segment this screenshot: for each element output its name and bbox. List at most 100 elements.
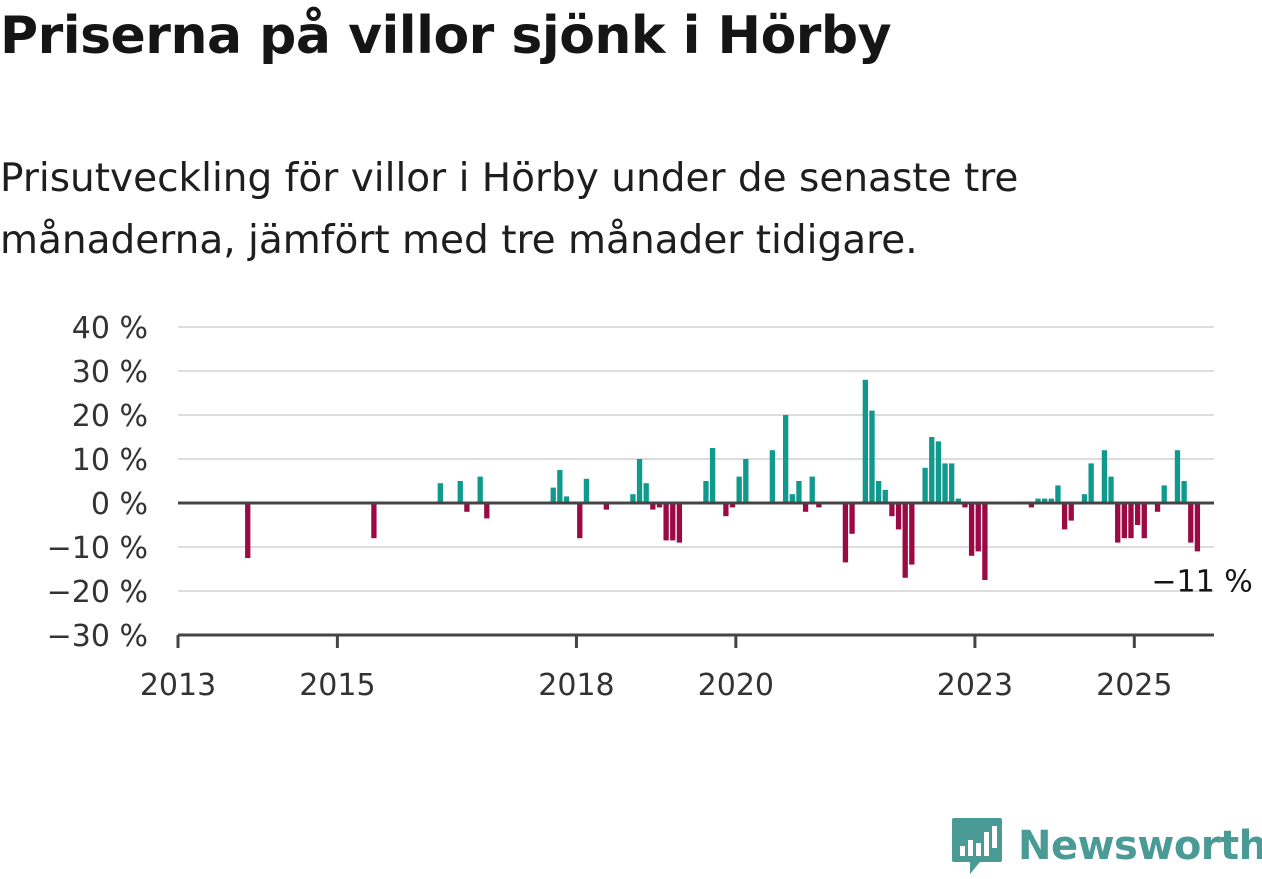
y-tick-label: 30 %: [72, 355, 148, 390]
bar: [603, 503, 610, 510]
bar: [676, 503, 683, 543]
bar: [550, 487, 556, 503]
x-tick-label: 2023: [937, 668, 1013, 703]
bar: [723, 503, 729, 517]
bar: [902, 503, 908, 578]
bar: [1108, 476, 1114, 503]
y-tick-label: 0 %: [91, 487, 148, 522]
bar: [849, 503, 855, 534]
y-tick-label: −10 %: [47, 531, 148, 566]
y-tick-label: 10 %: [72, 443, 148, 478]
bar: [1061, 503, 1068, 530]
bar: [1134, 503, 1141, 525]
bar: [1121, 503, 1128, 539]
bar: [889, 503, 895, 517]
bar: [643, 483, 649, 503]
bar: [729, 503, 736, 508]
bar: [703, 481, 709, 503]
y-tick-label: 40 %: [72, 311, 148, 346]
bar: [656, 503, 663, 508]
bar: [464, 503, 470, 512]
bar: [1181, 481, 1187, 503]
bar: [457, 481, 463, 503]
bar: [1161, 485, 1167, 503]
bar: [882, 489, 888, 503]
bar: [1154, 503, 1161, 512]
bar: [577, 503, 583, 539]
bar: [769, 450, 776, 503]
bar: [245, 503, 251, 558]
bar: [736, 476, 742, 503]
bar: [909, 503, 915, 565]
bar: [816, 503, 822, 508]
bar: [949, 463, 955, 503]
bar: [1174, 450, 1181, 503]
grid-lines: [178, 326, 1214, 592]
bar: [563, 496, 570, 503]
x-tick-label: 2015: [299, 668, 375, 703]
bar: [862, 379, 869, 503]
bar: [630, 494, 636, 503]
bar: [809, 476, 815, 503]
bar: [1068, 503, 1074, 521]
bar: [1115, 503, 1121, 543]
tick-labels: 40 % 30 % 20 % 10 % 0 % −10 % −20 % −30 % 2013 20…: [47, 311, 1253, 703]
bar: [982, 503, 988, 580]
bar: [895, 503, 902, 530]
x-tick-label: 2013: [140, 668, 216, 703]
page-subtitle: Prisutveckling för villor i Hörby under …: [0, 148, 1200, 272]
bar: [962, 503, 968, 508]
bar: [1128, 503, 1134, 539]
bar: [437, 483, 443, 503]
bar: [1194, 503, 1201, 552]
bar: [1041, 498, 1048, 503]
bar: [1081, 494, 1088, 503]
bar: [1035, 498, 1041, 503]
x-tick-label: 2025: [1096, 668, 1172, 703]
brand-name: Newsworthy: [1018, 823, 1262, 869]
bar: [789, 494, 795, 503]
bar: [942, 463, 948, 503]
bar: [935, 441, 942, 503]
chart-bubble-icon: [952, 818, 1002, 874]
bar: [975, 503, 981, 552]
bar: [955, 498, 961, 503]
bar: [869, 410, 875, 503]
bar: [477, 476, 483, 503]
bar: [743, 459, 749, 503]
bar: [1055, 485, 1061, 503]
bar: [875, 481, 882, 503]
bar: [1048, 498, 1054, 503]
end-value-label: −11 %: [1151, 564, 1252, 599]
bar: [1141, 503, 1147, 539]
bar: [663, 503, 669, 541]
x-tick-label: 2020: [698, 668, 774, 703]
y-tick-label: −30 %: [47, 619, 148, 654]
bar: [650, 503, 656, 510]
bar: [802, 503, 809, 512]
bar: [709, 448, 716, 503]
bar: [1101, 450, 1108, 503]
bar: [1188, 503, 1194, 543]
y-tick-label: −20 %: [47, 575, 148, 610]
newsworthy-logo[interactable]: Newsworthy: [950, 816, 1262, 876]
bar: [1088, 463, 1094, 503]
bar: [796, 481, 802, 503]
page-title: Priserna på villor sjönk i Hörby: [0, 6, 892, 66]
bar: [583, 478, 590, 503]
bar: [371, 503, 377, 539]
bar: [484, 503, 490, 519]
bar: [842, 503, 849, 563]
y-tick-label: 20 %: [72, 399, 148, 434]
x-tick-label: 2018: [538, 668, 614, 703]
bar: [968, 503, 975, 556]
subtitle-line: Prisutveckling för villor i Hörby under …: [0, 156, 1019, 201]
bar: [1028, 503, 1035, 508]
bars: [245, 379, 1201, 580]
axes: [176, 501, 1214, 648]
bar: [557, 470, 563, 503]
bar: [782, 415, 789, 503]
bar: [922, 467, 928, 503]
subtitle-line: månaderna, jämfört med tre månader tidig…: [0, 218, 918, 263]
